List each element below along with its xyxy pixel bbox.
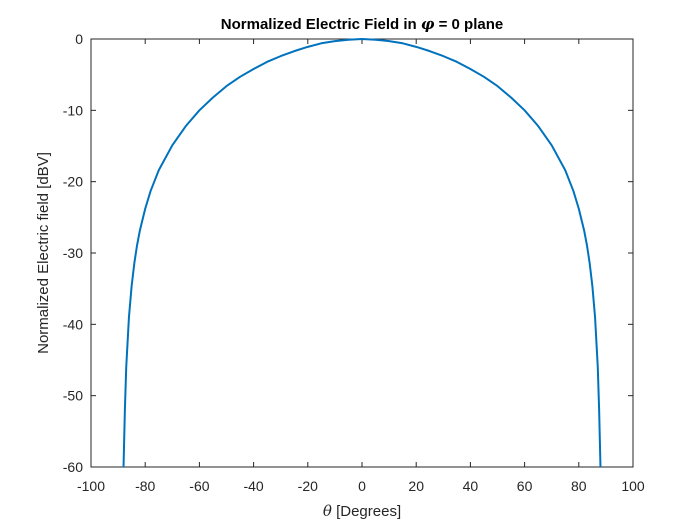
x-tick-label: 20: [408, 478, 424, 494]
x-axis-ticks: -100 -80 -60 -40 -20 0 20 40 60 80 100: [77, 39, 645, 494]
y-tick-label: -10: [63, 102, 83, 118]
y-tick-label: -20: [63, 174, 83, 190]
x-tick-label: -100: [77, 478, 105, 494]
y-tick-label: -50: [63, 388, 83, 404]
x-tick-label: 0: [358, 478, 366, 494]
plot-area: [90, 38, 634, 468]
x-axis-label-text: [Degrees]: [332, 503, 401, 520]
series-line-0: [122, 38, 602, 468]
x-tick-label: 60: [517, 478, 533, 494]
y-tick-label: 0: [75, 31, 83, 47]
x-tick-label: -60: [189, 478, 209, 494]
x-tick-label: -20: [298, 478, 318, 494]
x-tick-label: -40: [243, 478, 263, 494]
y-axis-label: Normalized Electric field [dBV]: [35, 152, 52, 354]
y-tick-label: -30: [63, 245, 83, 261]
chart-title-symbol: φ: [421, 15, 435, 33]
chart-title: Normalized Electric Field in φ = 0 plane: [221, 15, 503, 33]
chart-title-suffix: = 0 plane: [434, 16, 503, 33]
x-tick-label: 40: [463, 478, 479, 494]
y-axis-ticks: 0 -10 -20 -30 -40 -50 -60: [63, 31, 633, 475]
y-tick-label: -60: [63, 459, 83, 475]
x-tick-label: -80: [135, 478, 155, 494]
chart-title-prefix: Normalized Electric Field in: [221, 16, 421, 33]
x-tick-label: 100: [621, 478, 645, 494]
x-axis-label-symbol: θ: [323, 502, 332, 520]
x-axis-label: θ [Degrees]: [323, 502, 401, 520]
x-tick-label: 80: [571, 478, 587, 494]
y-tick-label: -40: [63, 316, 83, 332]
series-layer: [122, 38, 602, 468]
